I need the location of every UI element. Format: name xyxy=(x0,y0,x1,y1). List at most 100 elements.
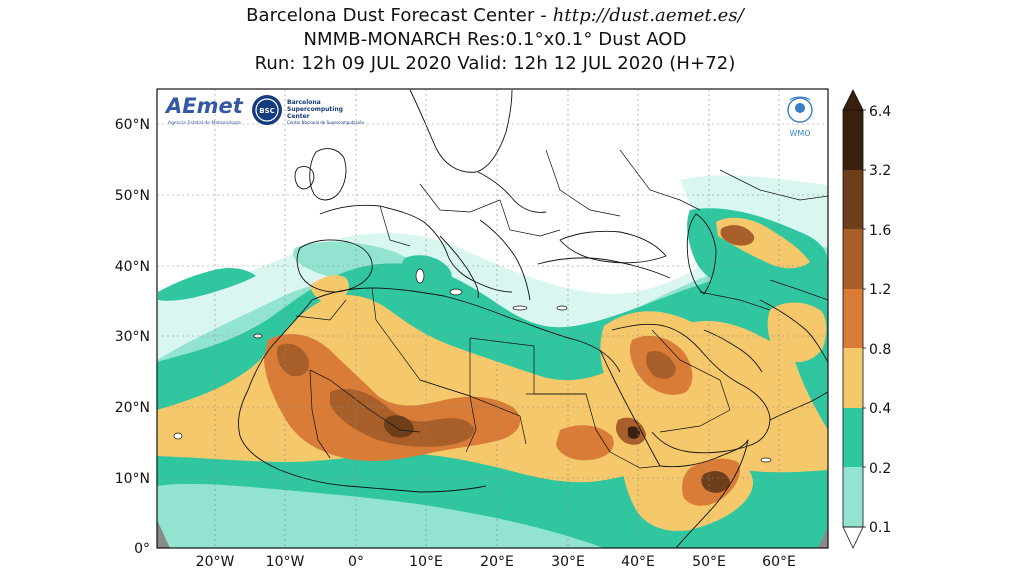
colorbar-label-0-2: 0.2 xyxy=(869,461,891,477)
lon-label-20w: 20°W xyxy=(196,554,235,570)
title-line-2: NMMB-MONARCH Res:0.1°x0.1° Dust AOD xyxy=(303,29,687,50)
colorbar-label-3-2: 3.2 xyxy=(869,163,891,179)
bsc-logo-line-1: Barcelona xyxy=(287,99,321,106)
dust-orange-sudan xyxy=(556,425,614,461)
colorbar-segment-0-8 xyxy=(843,348,863,408)
map-frame xyxy=(156,88,829,549)
dust-teal-europe xyxy=(401,255,453,295)
colorbar-label-1-2: 1.2 xyxy=(869,282,891,298)
colorbar-label-0-4: 0.4 xyxy=(869,401,891,417)
lon-label-10w: 10°W xyxy=(266,554,305,570)
border-saudi xyxy=(651,329,731,411)
colorbar-bottom-arrow xyxy=(842,526,864,549)
coast-balkans xyxy=(479,219,531,301)
lat-label-60n: 60°N xyxy=(115,117,150,133)
island-cape-verde xyxy=(173,432,183,440)
lon-label-40e: 40°E xyxy=(621,554,655,570)
lat-label-50n: 50°N xyxy=(115,188,150,204)
island-socotra xyxy=(760,457,772,463)
title-url[interactable]: http://dust.aemet.es/ xyxy=(552,5,744,26)
lake-and-islands xyxy=(173,268,772,463)
coast-caspian xyxy=(686,213,717,295)
border-libya xyxy=(469,337,535,396)
bsc-logo-badge-text: BSC xyxy=(259,107,275,115)
coast-baltic xyxy=(477,171,547,213)
lat-label-30n: 30°N xyxy=(115,329,150,345)
colorbar-frame xyxy=(842,109,864,528)
coast-italy xyxy=(439,235,479,299)
colorbar-labels: 6.4 3.2 1.6 1.2 0.8 0.4 0.2 0.1 xyxy=(869,104,891,536)
colorbar-segment-0-4 xyxy=(843,408,863,467)
coast-gulf xyxy=(703,329,763,373)
wmo-logo-text: WMO xyxy=(789,129,810,138)
bsc-logo-line-4: Centro Nacional de Supercomputación xyxy=(287,120,365,125)
dust-dark-niger xyxy=(384,415,414,438)
coast-europe xyxy=(319,204,513,293)
graticule xyxy=(157,89,828,548)
dust-dark-somalia xyxy=(701,471,730,493)
colorbar-segment-0-2 xyxy=(843,467,863,527)
lon-label-20e: 20°E xyxy=(480,554,514,570)
dust-field-dark xyxy=(384,415,730,493)
dust-sand-iran xyxy=(767,302,827,363)
lat-label-40n: 40°N xyxy=(115,259,150,275)
dust-brown-caspian xyxy=(720,225,755,246)
lon-label-60e: 60°E xyxy=(762,554,796,570)
lon-label-30e: 30°E xyxy=(551,554,585,570)
coast-black-sea xyxy=(559,230,667,264)
wmo-logo-wreath-icon xyxy=(789,96,811,101)
border-morocco xyxy=(295,299,347,321)
colorbar-segment-6-4 xyxy=(843,110,863,170)
latitude-labels: 60°N 50°N 40°N 30°N 20°N 10°N 0° xyxy=(115,117,150,557)
coast-horn-africa xyxy=(659,439,749,548)
border-europe-1 xyxy=(379,205,411,247)
colorbar-segment-1-6 xyxy=(843,229,863,289)
title-line-3: Run: 12h 09 JUL 2020 Valid: 12h 12 JUL 2… xyxy=(254,53,736,74)
lat-label-10n: 10°N xyxy=(115,471,150,487)
coast-ireland xyxy=(294,166,315,190)
lon-label-10e: 10°E xyxy=(409,554,443,570)
lon-label-50e: 50°E xyxy=(692,554,726,570)
coast-scandinavia xyxy=(409,89,513,173)
bsc-logo-ring xyxy=(255,98,279,122)
coastlines-and-borders xyxy=(237,89,828,548)
aemet-logo: AEmet Agencia Estatal de Meteorología xyxy=(164,94,244,126)
coast-arabian-sea xyxy=(769,391,828,421)
aemet-logo-text: AEmet xyxy=(164,94,244,118)
dust-sand-iberia xyxy=(310,275,349,304)
bsc-logo-line-2: Supercomputing xyxy=(287,106,343,113)
bsc-logo-line-3: Center xyxy=(287,113,310,120)
colorbar-ticks xyxy=(863,109,866,528)
colorbar-label-0-1: 0.1 xyxy=(869,520,891,536)
map-corner-shading-right xyxy=(818,526,828,548)
island-crete xyxy=(512,305,528,311)
colorbar-segment-1-2 xyxy=(843,289,863,348)
colorbar-label-1-6: 1.6 xyxy=(869,223,891,239)
island-cyprus xyxy=(556,305,568,311)
border-chad xyxy=(469,395,527,445)
coast-red-sea xyxy=(599,349,661,467)
coast-arabia xyxy=(611,323,771,454)
colorbar-segment-3-2 xyxy=(843,170,863,229)
lat-label-20n: 20°N xyxy=(115,400,150,416)
dust-teal-atlantic-ne xyxy=(158,268,256,301)
border-europe-2 xyxy=(419,183,501,213)
dust-brown-mauritania xyxy=(276,343,310,377)
country-borders xyxy=(295,149,828,469)
coast-persian xyxy=(759,299,828,363)
wmo-logo: WMO xyxy=(787,96,813,138)
colorbar-top-arrow xyxy=(842,89,864,111)
border-kazakh xyxy=(719,169,828,201)
border-mali-north xyxy=(309,369,421,433)
title-line-1: Barcelona Dust Forecast Center - http://… xyxy=(150,4,840,28)
island-sardinia xyxy=(415,268,425,284)
coast-turkey xyxy=(537,257,671,279)
colorbar-label-6-4: 6.4 xyxy=(869,104,891,120)
border-europe-5 xyxy=(619,149,701,211)
title-center-name: Barcelona Dust Forecast Center - xyxy=(246,5,553,26)
dust-brown-arabia xyxy=(646,350,676,379)
border-europe-3 xyxy=(499,199,561,237)
coast-west-africa xyxy=(237,299,487,493)
wmo-logo-emblem xyxy=(787,97,813,123)
